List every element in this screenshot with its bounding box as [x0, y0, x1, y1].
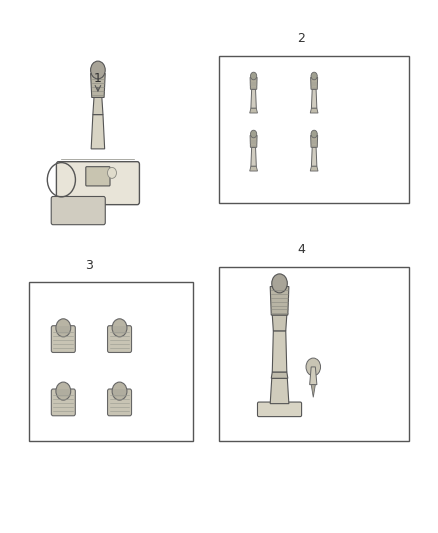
Polygon shape [250, 108, 258, 113]
Circle shape [311, 130, 317, 138]
Circle shape [251, 130, 257, 138]
FancyBboxPatch shape [108, 389, 131, 416]
Bar [219, 266, 409, 441]
Polygon shape [93, 98, 103, 115]
Text: 2: 2 [297, 32, 305, 45]
Polygon shape [272, 331, 287, 372]
FancyBboxPatch shape [51, 326, 75, 352]
Circle shape [112, 382, 127, 400]
Polygon shape [91, 74, 105, 98]
Polygon shape [91, 115, 105, 149]
Polygon shape [311, 90, 317, 108]
Circle shape [311, 72, 317, 80]
Circle shape [112, 319, 127, 337]
Circle shape [107, 167, 117, 179]
Polygon shape [310, 367, 317, 385]
FancyBboxPatch shape [51, 197, 105, 225]
Circle shape [91, 61, 105, 79]
Polygon shape [250, 77, 257, 90]
FancyBboxPatch shape [108, 326, 131, 352]
FancyBboxPatch shape [57, 161, 139, 205]
Polygon shape [250, 135, 257, 147]
Polygon shape [271, 372, 288, 378]
Circle shape [306, 358, 321, 376]
Polygon shape [250, 166, 258, 171]
FancyBboxPatch shape [86, 167, 110, 186]
Polygon shape [310, 166, 318, 171]
Polygon shape [270, 287, 289, 315]
Circle shape [272, 274, 287, 293]
Circle shape [56, 319, 71, 337]
Circle shape [251, 72, 257, 80]
FancyBboxPatch shape [51, 389, 75, 416]
Bar [29, 282, 193, 441]
Circle shape [56, 382, 71, 400]
Polygon shape [311, 135, 318, 147]
Text: 4: 4 [297, 243, 305, 256]
FancyBboxPatch shape [258, 402, 302, 417]
Text: 3: 3 [85, 259, 93, 272]
Polygon shape [311, 77, 318, 90]
Polygon shape [310, 108, 318, 113]
Bar [219, 55, 409, 203]
Polygon shape [251, 147, 256, 166]
Polygon shape [251, 90, 256, 108]
Polygon shape [272, 315, 287, 331]
Polygon shape [311, 385, 315, 397]
Text: 1: 1 [94, 71, 102, 85]
Polygon shape [311, 147, 317, 166]
Polygon shape [270, 378, 289, 403]
